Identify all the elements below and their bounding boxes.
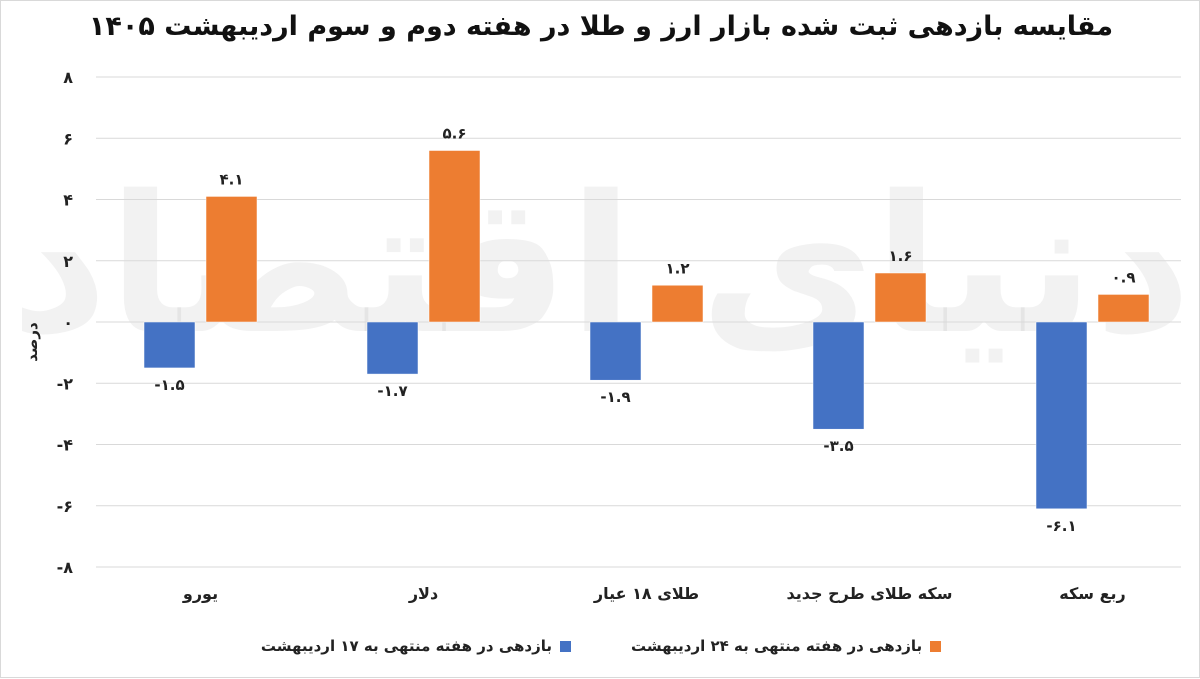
data-label: ۱.۲ xyxy=(665,259,689,277)
data-label: -۳.۵ xyxy=(823,437,853,455)
bar-orange xyxy=(651,285,704,323)
legend: بازدهی در هفته منتهی به ۲۴ اردیبهشت بازد… xyxy=(1,637,1200,655)
bar-orange xyxy=(874,272,927,323)
data-label: ۵.۶ xyxy=(442,125,466,143)
y-tick-label: -۸ xyxy=(57,558,74,577)
data-labels: -۱.۵ ۴.۱ -۱.۷ ۵.۶ -۱.۹ ۱.۲ -۳.۵ ۱.۶ -۶.۱ ۰.۹ xyxy=(154,125,1135,535)
bar-blue xyxy=(1035,321,1088,510)
y-tick-label: -۶ xyxy=(57,497,73,516)
data-label: -۱.۷ xyxy=(377,382,407,400)
data-label: -۱.۹ xyxy=(600,388,630,406)
bar-orange xyxy=(1097,294,1150,323)
data-label: ۴.۱ xyxy=(219,170,243,188)
bar-blue xyxy=(143,321,196,369)
bars xyxy=(143,150,1150,510)
x-tick-label: یورو xyxy=(182,584,218,603)
legend-swatch-orange xyxy=(930,640,942,652)
chart-title: مقایسه بازدهی ثبت شده بازار ارز و طلا در… xyxy=(88,11,1114,42)
data-label: ۱.۶ xyxy=(888,247,912,265)
legend-item-series-1: بازدهی در هفته منتهی به ۱۷ اردیبهشت xyxy=(261,637,571,655)
x-tick-label: دلار xyxy=(408,584,438,603)
legend-item-series-2: بازدهی در هفته منتهی به ۲۴ اردیبهشت xyxy=(631,637,942,655)
y-tick-label: ۲ xyxy=(63,252,73,271)
bar-orange xyxy=(205,196,258,323)
y-tick-label: ۸ xyxy=(63,68,73,87)
bar-orange xyxy=(428,150,481,323)
x-tick-label: ربع سکه xyxy=(1059,584,1125,603)
legend-label: بازدهی در هفته منتهی به ۲۴ اردیبهشت xyxy=(631,637,923,655)
legend-label: بازدهی در هفته منتهی به ۱۷ اردیبهشت xyxy=(260,637,552,655)
y-tick-label: ۰ xyxy=(63,313,73,332)
y-tick-label: -۴ xyxy=(57,436,74,455)
y-axis-ticks: ۸ ۶ ۴ ۲ ۰ -۲ -۴ -۶ -۸ xyxy=(57,68,74,577)
y-tick-label: ۴ xyxy=(63,191,73,210)
y-axis-label: درصد xyxy=(23,322,41,362)
y-tick-label: ۶ xyxy=(63,129,73,148)
x-tick-label: طلای ۱۸ عیار xyxy=(593,584,699,603)
legend-swatch-blue xyxy=(560,640,571,652)
data-label: -۶.۱ xyxy=(1046,517,1076,535)
bar-blue xyxy=(812,321,865,430)
data-label: -۱.۵ xyxy=(154,376,184,394)
bar-blue xyxy=(589,321,642,381)
bar-blue xyxy=(366,321,419,375)
x-tick-label: سکه طلای طرح جدید xyxy=(787,584,953,603)
data-label: ۰.۹ xyxy=(1111,268,1135,286)
x-axis-ticks: یورو دلار طلای ۱۸ عیار سکه طلای طرح جدید ربع… xyxy=(182,584,1126,603)
y-tick-label: -۲ xyxy=(57,374,74,393)
